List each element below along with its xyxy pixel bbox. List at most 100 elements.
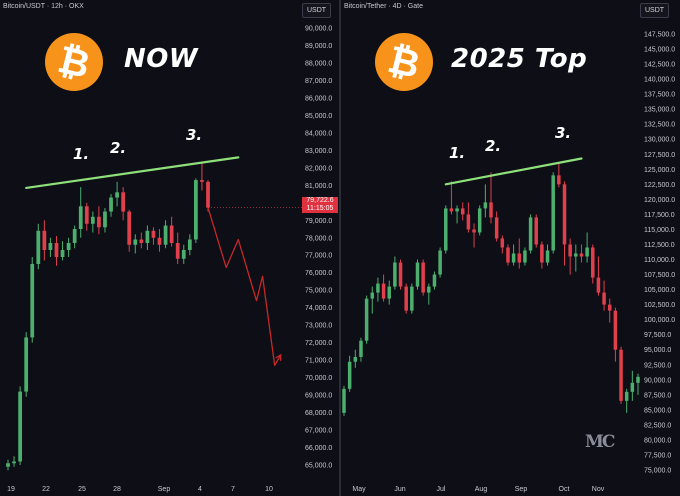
candle-body [393, 262, 397, 287]
y-tick-label: 82,000.0 [305, 165, 332, 172]
candle-body [494, 217, 499, 239]
y-tick-label: 76,000.0 [305, 270, 332, 277]
bitcoin-logo-icon: ₿ [375, 33, 433, 91]
candle [500, 235, 505, 254]
candle [24, 332, 29, 397]
x-tick-label: 19 [7, 486, 15, 493]
candle [557, 163, 561, 188]
candle [42, 220, 47, 261]
candle-body [151, 230, 156, 238]
candle-countdown: 11:15:05 [306, 205, 334, 212]
candle-body [12, 461, 16, 464]
candle [54, 236, 59, 266]
candle-body [534, 217, 538, 245]
candle-body [500, 238, 505, 248]
candle [347, 355, 352, 392]
y-tick-label: 74,000.0 [305, 305, 332, 312]
candle [342, 385, 346, 416]
left-peak-label-1: 1. [73, 145, 90, 163]
candles [6, 162, 210, 471]
candle [613, 307, 618, 362]
candle [427, 283, 431, 305]
time-axis: May Jun Jul Aug Sep Oct Nov [352, 486, 604, 493]
left-currency-button[interactable]: USDT [302, 3, 331, 18]
y-tick-label: 83,000.0 [305, 148, 332, 155]
candle-body [157, 237, 162, 245]
x-tick-label: Aug [475, 486, 488, 493]
mc-watermark-logo: MC [585, 432, 615, 452]
candle [18, 386, 22, 465]
candle-body [410, 286, 414, 311]
y-tick-label: 100,000.0 [644, 317, 675, 324]
candle [494, 211, 499, 242]
candle [187, 234, 192, 256]
candle [506, 244, 510, 266]
candle-body [200, 180, 204, 182]
candle-body [121, 192, 126, 212]
candle [534, 214, 538, 248]
candle-body [398, 262, 403, 287]
candle-body [181, 249, 186, 259]
x-tick-label: May [352, 486, 366, 493]
y-tick-label: 78,000.0 [305, 235, 332, 242]
candle [483, 184, 488, 218]
left-chart-header: Bitcoin/USDT · 12h · OKX [3, 3, 84, 10]
y-tick-label: 69,000.0 [305, 393, 332, 400]
candle [607, 298, 612, 323]
candle-body [540, 244, 544, 263]
right-chart-panel[interactable]: 75,000.0 77,500.0 80,000.0 82,500.0 85,000.0… [341, 0, 680, 496]
y-tick-label: 92,500.0 [644, 362, 671, 369]
candle [359, 337, 363, 362]
candle-body [517, 253, 522, 263]
candle [438, 247, 442, 278]
candle [370, 286, 375, 314]
candle-body [624, 391, 629, 401]
y-tick-label: 77,000.0 [305, 253, 332, 260]
candle-body [579, 253, 584, 257]
y-tick-label: 142,500.0 [644, 62, 675, 69]
y-tick-label: 71,000.0 [305, 358, 332, 365]
candle-body [438, 250, 442, 275]
right-candlestick-chart[interactable]: 75,000.0 77,500.0 80,000.0 82,500.0 85,000.0… [341, 0, 680, 496]
candle [551, 172, 555, 254]
candle-body [194, 180, 198, 240]
x-tick-label: Nov [592, 486, 605, 493]
y-tick-label: 95,000.0 [644, 347, 671, 354]
candle-body [607, 304, 612, 311]
candle [194, 178, 198, 244]
right-currency-button[interactable]: USDT [640, 3, 669, 18]
candle [630, 370, 635, 401]
y-tick-label: 81,000.0 [305, 183, 332, 190]
candle [12, 456, 16, 467]
candle [200, 162, 204, 191]
left-peak-label-2: 2. [110, 139, 127, 157]
candle [393, 256, 397, 290]
y-tick-label: 84,000.0 [305, 130, 332, 137]
candle [449, 181, 454, 215]
y-tick-label: 107,500.0 [644, 272, 675, 279]
candle-body [206, 181, 210, 208]
candle [460, 202, 465, 221]
candle [387, 280, 391, 305]
candle [596, 256, 601, 296]
candle-body [444, 208, 448, 251]
candle-body [145, 230, 150, 244]
candle-body [103, 211, 107, 228]
y-tick-label: 102,500.0 [644, 302, 675, 309]
y-tick-label: 137,500.0 [644, 92, 675, 99]
y-tick-label: 105,000.0 [644, 287, 675, 294]
y-tick-label: 90,000.0 [644, 377, 671, 384]
y-tick-label: 82,500.0 [644, 422, 671, 429]
y-tick-label: 147,500.0 [644, 32, 675, 39]
x-tick-label: 28 [113, 486, 121, 493]
candle-body [619, 349, 623, 401]
candle-body [562, 184, 567, 245]
candle [517, 238, 522, 269]
y-tick-label: 73,000.0 [305, 323, 332, 330]
candle [444, 205, 448, 254]
price-axis: 65,000.0 66,000.0 67,000.0 68,000.0 69,000.0… [305, 26, 332, 470]
x-tick-label: 10 [265, 486, 273, 493]
candle [36, 223, 41, 270]
candle-body [415, 262, 420, 287]
left-chart-panel[interactable]: 65,000.0 66,000.0 67,000.0 68,000.0 69,000.0… [0, 0, 339, 496]
